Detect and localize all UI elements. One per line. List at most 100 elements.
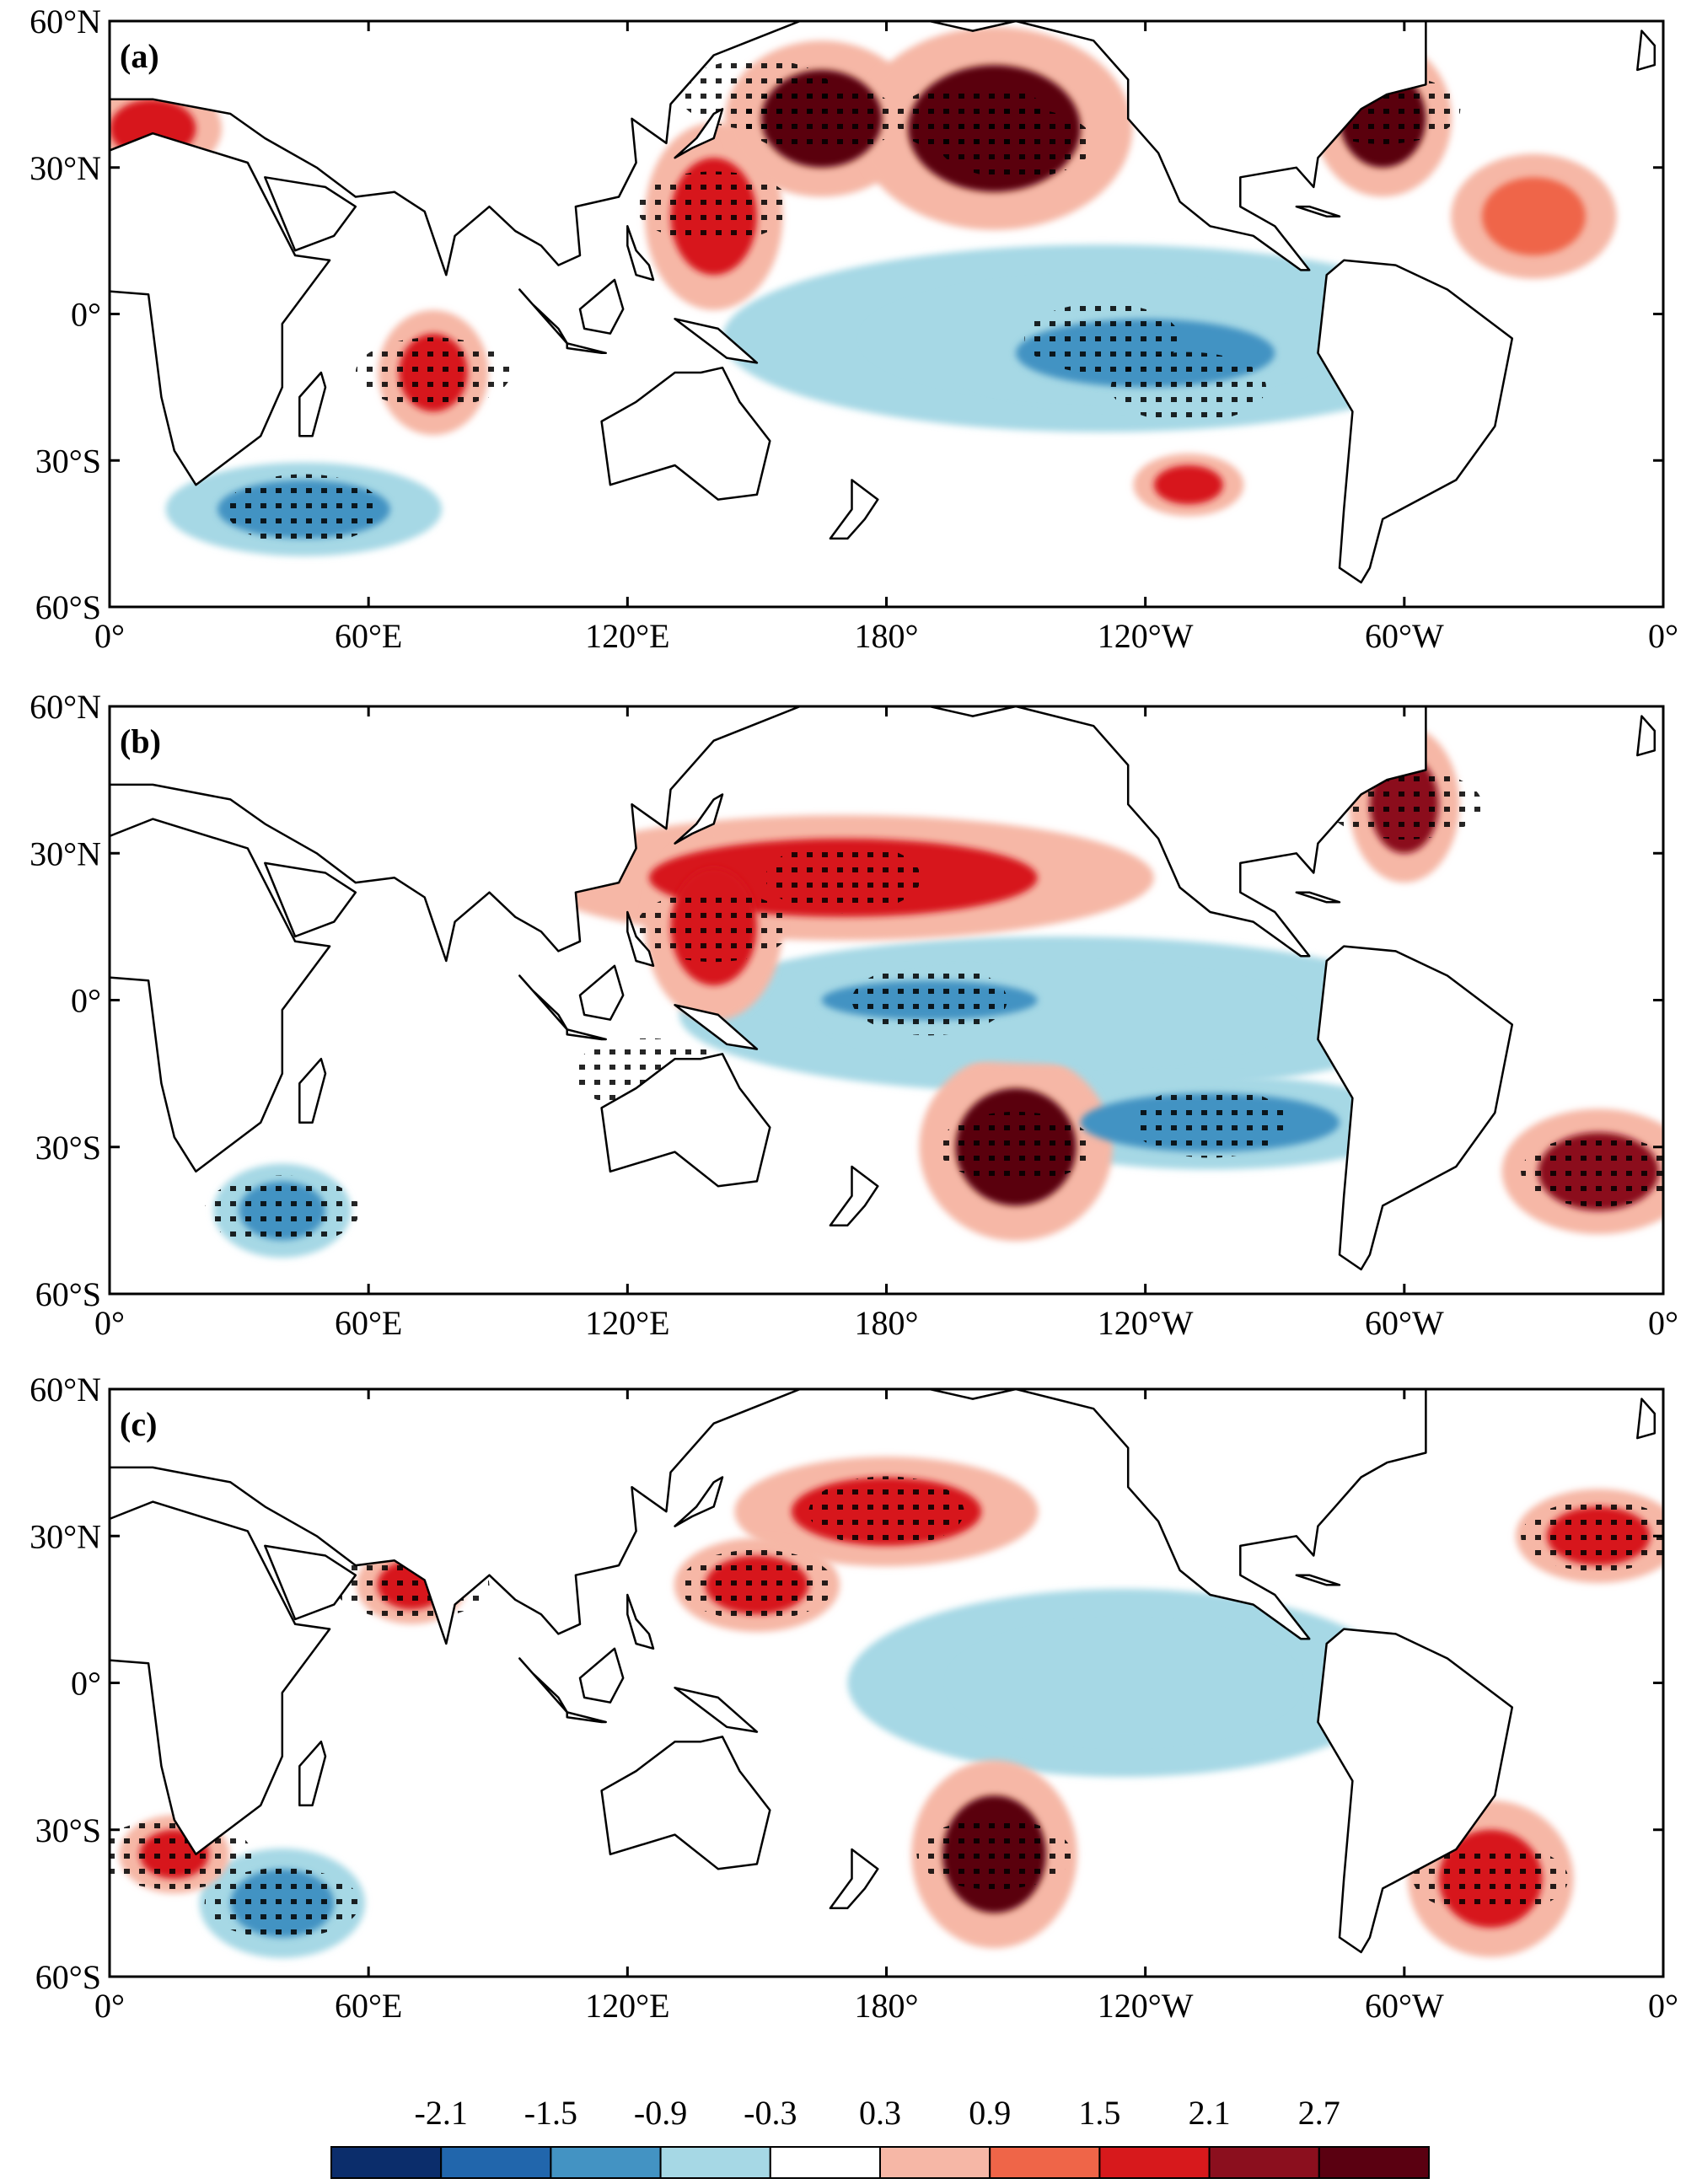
map-panel-c: (c) 60°N30°N0°30°S60°S0° 60°E 120°E 180° 120… [30,1371,1678,2025]
continent-outline [578,278,625,335]
continent-outline [264,176,357,252]
continent-outline [626,910,655,968]
continent-outline [110,1500,331,1856]
colorbar-box [989,2146,1101,2179]
significance-stipple [744,83,899,154]
significance-stipple [355,337,512,408]
lat-tick-label: 30°N [30,834,101,872]
axis-labels: 60°N30°N0°30°S60°S0° 60°E 120°E 180° 120°W 60… [30,3,1678,655]
continent-outline [674,1476,724,1527]
continent-outline [578,964,625,1021]
continent-outline [518,288,568,345]
continent-outline [298,371,327,437]
map-panel-a: (a) 60°N30°N0°30°S60°S0° 60°E 120°E 180° 120… [30,3,1678,655]
continent-outline [298,1057,327,1124]
significance-stipple [1132,1087,1288,1158]
continent-outline [674,108,724,159]
significance-stipple [1110,351,1267,423]
lat-tick-label: 60°S [35,1275,101,1313]
lat-tick-label: 60°S [35,1958,101,1996]
continent-outline [264,861,357,938]
continent-outline [518,974,568,1031]
colorbar-label: 2.7 [1298,2094,1340,2132]
continent-outline [1317,945,1514,1271]
continent-outline [626,225,655,282]
colorbar-label: 2.1 [1189,2094,1231,2132]
lat-tick-label: 60°N [30,1371,101,1409]
continent-outline [674,1004,759,1050]
continent-outline [928,706,1427,958]
colorbar-box [1098,2146,1211,2179]
lon-tick-label: 120°W [1098,1304,1194,1342]
significance-stipple [204,1868,360,1939]
continent-outline [110,706,802,963]
continent-outline [1295,1574,1341,1586]
continent-outline [264,1544,357,1621]
anomaly-region [1153,465,1223,505]
lat-tick-label: 60°N [30,688,101,726]
lon-tick-label: 120°E [585,617,669,655]
lon-tick-label: 180° [855,1304,919,1342]
continent-outline [829,479,879,540]
continent-outline [1317,259,1514,584]
continent-outline [674,793,724,845]
lon-tick-label: 60°E [335,1987,402,2025]
lon-tick-label: 60°W [1365,617,1444,655]
panel-label: (c) [120,1405,157,1443]
continent-outline [1636,715,1656,757]
anomaly-field [110,26,1617,556]
significance-stipple [765,842,921,914]
lat-tick-label: 30°N [30,1517,101,1555]
anomaly-region [951,1623,1297,1742]
continent-outline [110,818,331,1173]
continent-outline [600,366,771,501]
significance-stipple [937,108,1094,179]
anomaly-region [1481,177,1586,255]
continent-outlines [110,21,1656,584]
colorbar-label: 1.5 [1078,2094,1120,2132]
colorbar-label: -0.3 [744,2094,797,2132]
colorbar-box [550,2146,662,2179]
continent-outline [600,1053,771,1188]
continent-outline [674,1687,759,1733]
lon-tick-label: 180° [855,1987,919,2025]
colorbar-box [769,2146,881,2179]
colorbar-label: -2.1 [415,2094,468,2132]
lat-tick-label: 0° [71,1665,101,1703]
lon-tick-label: 120°E [585,1304,669,1342]
continent-outline [566,1028,607,1041]
colorbar: -2.1 -1.5 -0.9 -0.3 0.3 0.9 1.5 2.1 2.7 [330,2094,1431,2179]
colorbar-box [659,2146,771,2179]
lon-tick-label: 0° [94,1987,125,2025]
continent-outline [566,1711,607,1724]
lon-tick-label: 0° [94,1304,125,1342]
lat-tick-label: 60°S [35,588,101,626]
significance-stipple [679,1549,835,1621]
significance-stipple [1024,303,1180,374]
lon-tick-label: 0° [1648,617,1678,655]
lon-tick-label: 180° [855,617,919,655]
lon-tick-label: 120°W [1098,617,1194,655]
colorbar-box [330,2146,443,2179]
axis-labels: 60°N30°N0°30°S60°S0° 60°E 120°E 180° 120°W 60… [30,1371,1678,2025]
continent-outline [829,1165,879,1226]
lon-tick-label: 60°W [1365,1304,1444,1342]
colorbar-label: -0.9 [634,2094,687,2132]
continent-outline [566,342,607,355]
continent-outline [298,1740,327,1806]
significance-stipple [916,1818,1072,1890]
anomaly-field [204,726,1663,1258]
continent-outline [110,1389,802,1645]
lon-tick-label: 0° [94,617,125,655]
significance-stipple [937,1111,1094,1183]
lon-tick-label: 60°W [1365,1987,1444,2025]
lon-tick-label: 0° [1648,1987,1678,2025]
continent-outlines [110,1389,1656,1954]
colorbar-boxes [330,2146,1431,2179]
continent-outline [674,318,759,364]
continent-outline [110,21,802,276]
continent-outline [518,1657,568,1714]
lon-tick-label: 0° [1648,1304,1678,1342]
colorbar-box [440,2146,552,2179]
